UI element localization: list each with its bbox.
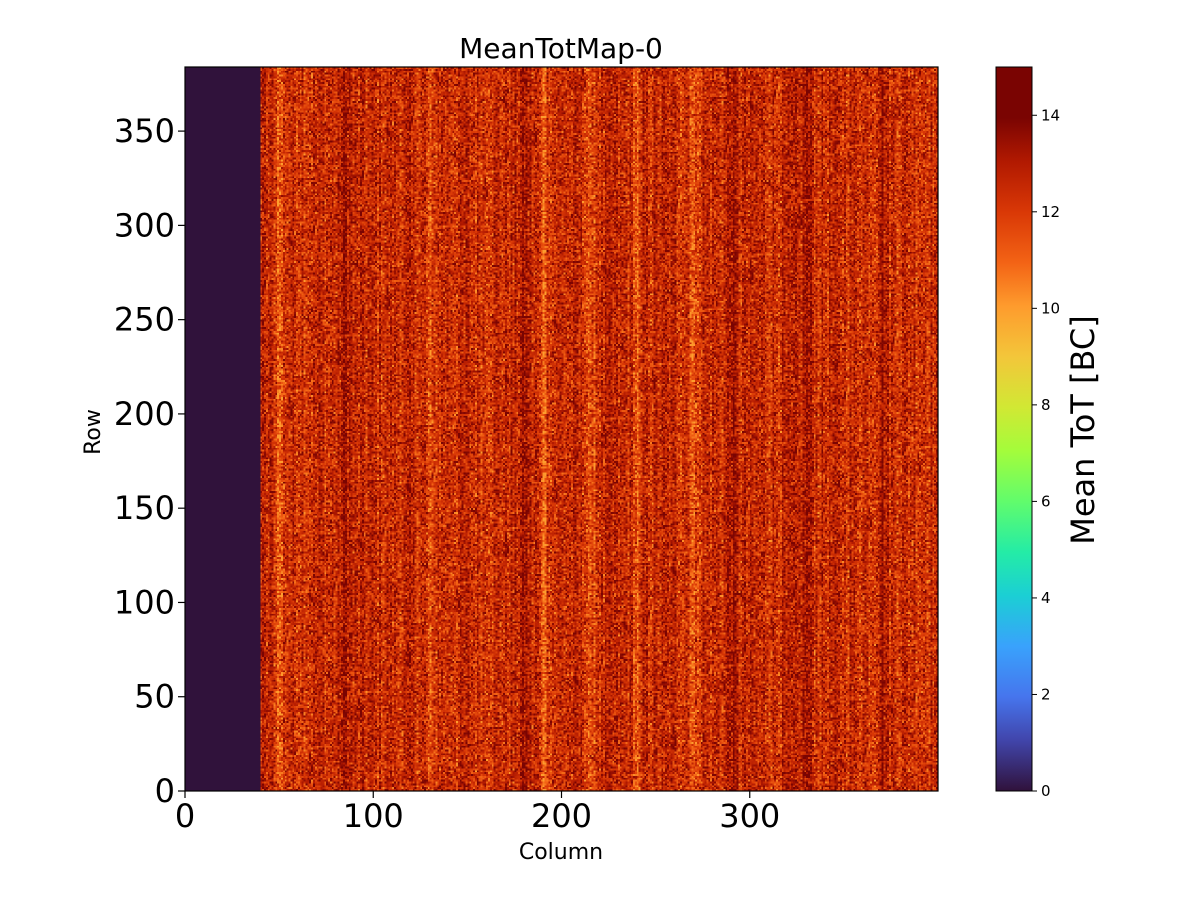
colorbar-tick-label: 6	[1041, 492, 1051, 510]
colorbar-tick-label: 12	[1041, 203, 1060, 221]
x-tick-label: 100	[343, 797, 404, 835]
colorbar-tick-label: 4	[1041, 589, 1051, 607]
colorbar-tick-label: 0	[1041, 782, 1051, 800]
colorbar-tick-label: 10	[1041, 299, 1060, 317]
x-tick-label: 300	[719, 797, 780, 835]
colorbar-tick-label: 14	[1041, 106, 1060, 124]
y-tick-label: 300	[114, 206, 175, 244]
heatmap-image	[185, 67, 938, 791]
colorbar-ticks: 0 2 4 6 8 10 12 14	[1032, 106, 1060, 800]
y-tick-label: 250	[114, 301, 175, 339]
colorbar-tick-label: 2	[1041, 685, 1051, 703]
y-tick-label: 0	[155, 772, 175, 810]
x-tick-label: 0	[175, 797, 195, 835]
x-axis-label: Column	[519, 840, 603, 865]
x-tick-label: 200	[531, 797, 592, 835]
y-tick-label: 50	[134, 678, 175, 716]
x-axis-ticks: 0 100 200 300	[175, 791, 780, 835]
y-axis-ticks: 0 50 100 150 200 250 300 350	[114, 112, 185, 810]
heatmap-cells	[185, 67, 938, 791]
y-tick-label: 100	[114, 583, 175, 621]
y-axis-label: Row	[81, 409, 106, 455]
y-tick-label: 350	[114, 112, 175, 150]
colorbar	[995, 66, 1033, 792]
colorbar-label: Mean ToT [BC]	[1064, 315, 1102, 544]
y-tick-label: 200	[114, 395, 175, 433]
colorbar-tick-label: 8	[1041, 396, 1051, 414]
chart-title: MeanTotMap-0	[459, 32, 663, 65]
y-tick-label: 150	[114, 489, 175, 527]
